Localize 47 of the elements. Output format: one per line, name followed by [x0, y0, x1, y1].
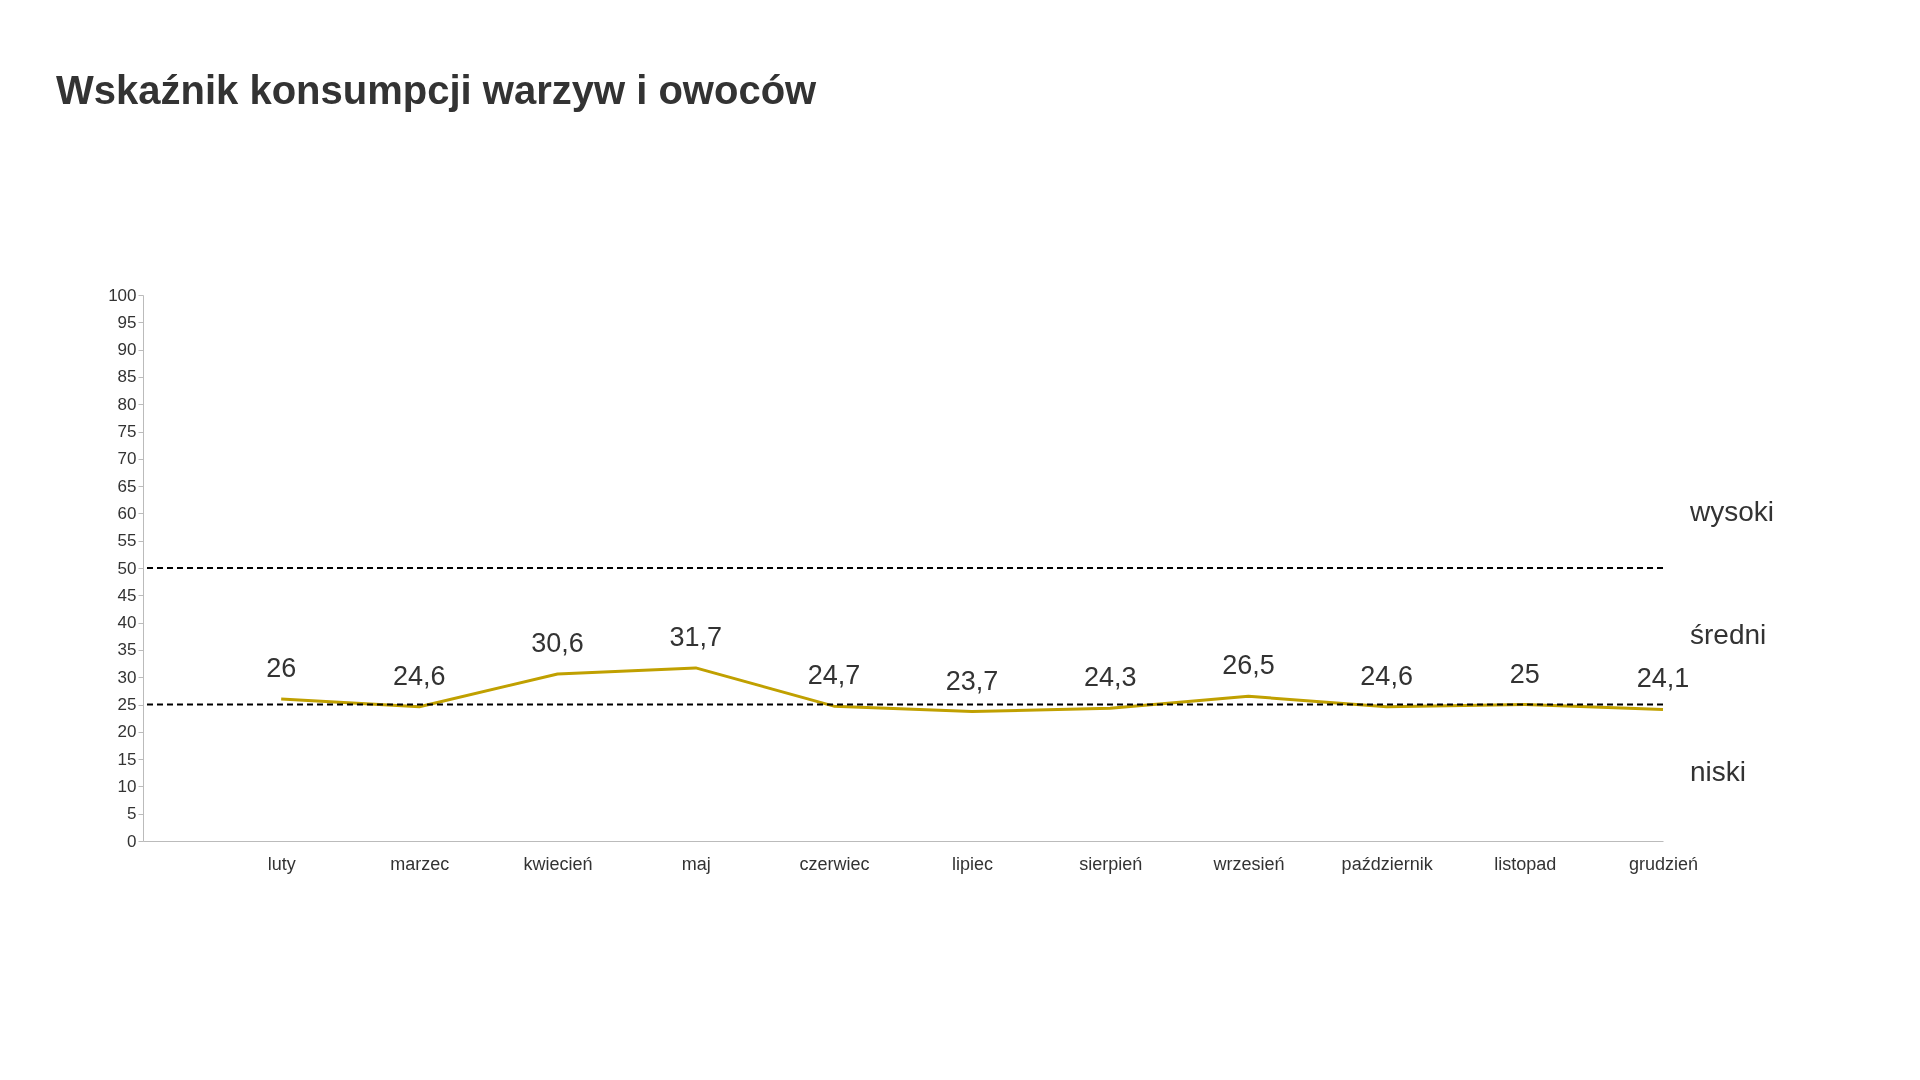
text: wysoki	[1689, 496, 1775, 528]
x-tick-label: lipiec	[952, 853, 994, 874]
x-tick-label: sierpień	[1079, 853, 1143, 874]
y-tick-label: 45	[117, 585, 137, 605]
text: średni	[1690, 619, 1767, 651]
y-tick-label: 70	[117, 449, 137, 469]
chart-title: Wskaźnik konsumpcji warzyw i owoców	[56, 68, 817, 113]
y-tick-label: 75	[117, 422, 137, 441]
y-tick-label: 65	[117, 476, 137, 496]
x-tick-label: marzec	[390, 853, 450, 874]
data-label: 24,7	[807, 660, 861, 691]
y-tick-label: 90	[117, 340, 137, 360]
y-tick-label: 60	[117, 503, 137, 523]
y-tick-label: 100	[108, 285, 137, 305]
data-label: 26,5	[1222, 650, 1275, 681]
data-label: 30,6	[531, 627, 584, 658]
x-tick-label: maj	[681, 853, 711, 874]
y-tick-label: 50	[117, 558, 137, 578]
y-tick-label: 25	[117, 695, 137, 714]
data-label: 24,6	[1360, 660, 1413, 691]
y-tick-label: 30	[117, 667, 137, 687]
data-label: 25	[1509, 658, 1540, 689]
text: niski	[1690, 755, 1747, 787]
y-tick-label: 95	[117, 312, 137, 332]
y-tick-label: 0	[127, 831, 137, 851]
data-label: 24,1	[1636, 663, 1690, 694]
y-tick-label: 85	[117, 367, 137, 387]
data-label: 24,6	[393, 660, 446, 691]
data-label: 24,3	[1083, 662, 1137, 693]
x-tick-label: listopad	[1494, 853, 1557, 874]
x-tick-label: kwiecień	[523, 853, 593, 874]
y-tick-label: 55	[117, 531, 137, 551]
x-tick-label: czerwiec	[799, 853, 870, 874]
data-label: 26	[266, 653, 297, 684]
y-tick-label: 15	[117, 749, 137, 769]
y-tick-label: 10	[117, 776, 137, 796]
y-tick-label: 80	[117, 394, 137, 414]
data-label: 31,7	[669, 621, 723, 652]
x-tick-label: grudzień	[1628, 853, 1699, 874]
y-tick-label: 5	[127, 804, 137, 824]
x-tick-label: październik	[1341, 853, 1434, 874]
y-tick-label: 20	[117, 722, 137, 742]
x-tick-label: wrzesień	[1212, 853, 1285, 874]
data-label: 23,7	[945, 665, 999, 696]
y-tick-label: 35	[117, 640, 137, 660]
x-tick-label: luty	[267, 853, 296, 874]
y-tick-label: 40	[117, 613, 137, 633]
